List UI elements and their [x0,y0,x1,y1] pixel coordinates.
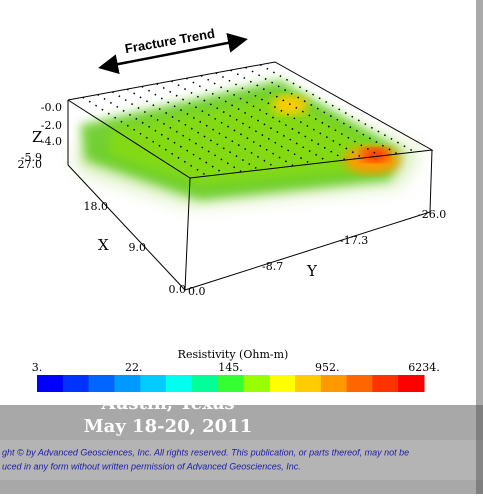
volume [75,80,420,205]
colorbar-cell [114,375,141,392]
x-label: X [98,236,109,254]
colorbar-cell [320,375,348,392]
footer-band-light [0,440,483,480]
annotation: Fracture Trend [124,26,216,57]
grid-dots-line [230,69,381,157]
y-tick-label: -8.7 [262,260,283,273]
grid-dots [82,64,416,177]
bounding-box [67,61,434,291]
x-tick-label: 9.0 [129,241,147,254]
colorbar-cell [62,375,90,392]
x-tick-label: 27.0 [18,158,43,171]
colorbar-cell [269,375,296,392]
colorbar-cell [398,375,425,392]
y-tick-label: 0.0 [188,285,206,298]
z-label: Z [32,128,42,146]
edge-shadow [476,0,483,494]
colorbar-cell [37,375,64,392]
colorbar-label: 952. [315,361,340,374]
location: Austin, Texas [100,393,234,414]
colorbar-title: Resistivity (Ohm-m) [178,348,289,361]
date: May 18-20, 2011 [84,416,253,437]
x-tick-label: 0.0 [169,283,187,296]
colorbar-label: 22. [125,361,143,374]
z-tick-label: -2.0 [41,119,62,132]
z-tick-label: -4.0 [41,135,62,148]
trend-arrow [98,33,248,74]
grid-dots-line [111,91,243,173]
colorbar-cell [140,375,167,392]
colorbar-cell [243,375,270,392]
colorbar-label: 145. [218,361,243,374]
copyright-line: ght © by Advanced Geosciences, Inc. All … [2,447,409,457]
z-tick-label: -5.9 [21,151,42,164]
colorbar-cell [191,375,219,392]
grid-dots-line [126,88,260,171]
grid-dots-line [200,74,346,161]
colorbar-cell [372,375,399,392]
colorbar-label: 3. [32,361,43,374]
x-tick-label: 18.0 [84,200,109,213]
y-tick-label: -17.3 [340,234,368,247]
colorbar-label: 6234. [408,361,440,374]
colorbar-cell [166,375,193,392]
z-tick-label: -0.0 [41,101,62,114]
colorbar-cell [346,375,373,392]
copyright-line: uced in any form without written permiss… [2,461,301,471]
colorbar-cell [88,375,115,392]
colorbar-cell [217,375,244,392]
colorbar-cell [295,375,322,392]
grid-dots-line [171,80,312,165]
y-tick-label: -26.0 [418,208,446,221]
y-label: Y [306,262,318,280]
